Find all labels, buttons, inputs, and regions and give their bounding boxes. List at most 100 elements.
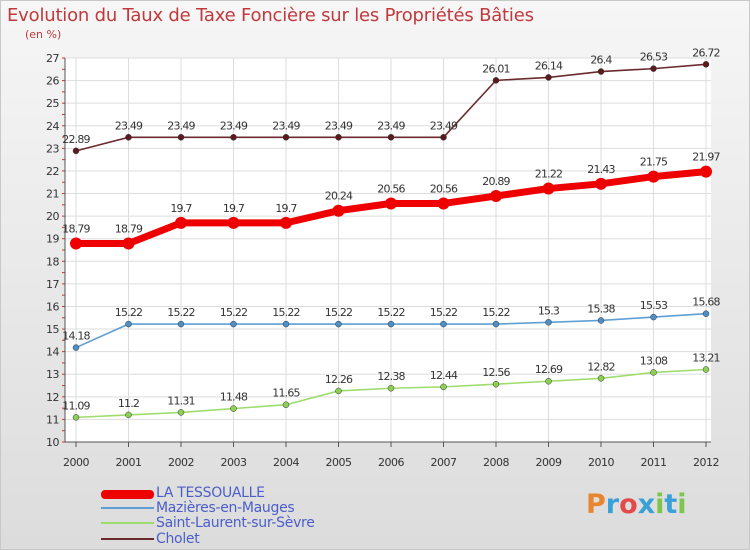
data-label: 15.22	[482, 306, 510, 319]
data-label: 15.22	[167, 306, 195, 319]
data-label: 26.72	[692, 46, 720, 59]
y-tick-label: 22	[46, 165, 59, 178]
data-point	[230, 405, 237, 412]
data-point	[700, 165, 712, 178]
data-label: 15.22	[272, 306, 300, 319]
data-point	[545, 74, 552, 81]
data-label: 13.08	[640, 354, 668, 367]
data-label: 26.14	[535, 59, 563, 72]
data-point	[70, 237, 82, 250]
data-point	[387, 384, 395, 392]
data-point	[440, 134, 447, 141]
data-label: 15.22	[115, 306, 143, 319]
y-tick-label: 10	[46, 436, 59, 449]
data-label: 11.65	[272, 387, 300, 400]
data-label: 12.26	[325, 373, 353, 386]
data-label: 22.89	[62, 133, 90, 146]
x-tick-label: 2006	[378, 456, 404, 469]
data-label: 20.56	[430, 182, 458, 195]
y-tick-label: 11	[46, 413, 59, 426]
legend-swatch-la-tessoualle	[101, 490, 154, 499]
data-label: 23.49	[325, 119, 353, 132]
data-label: 23.49	[272, 119, 300, 132]
y-tick-label: 25	[46, 97, 59, 110]
data-label: 20.56	[377, 182, 405, 195]
data-label: 21.75	[640, 156, 668, 169]
y-tick-label: 21	[46, 188, 59, 201]
legend-label-cholet: Cholet	[156, 531, 200, 547]
data-label: 21.97	[692, 151, 720, 164]
data-point	[125, 411, 132, 419]
data-point	[72, 414, 80, 421]
data-point	[595, 177, 607, 190]
data-label: 11.2	[118, 397, 139, 410]
data-label: 20.24	[325, 190, 353, 203]
data-point	[542, 182, 555, 195]
data-label: 12.56	[482, 366, 510, 379]
data-point	[492, 320, 500, 328]
data-label: 11.09	[62, 399, 90, 412]
data-point	[702, 310, 710, 317]
y-tick-label: 27	[46, 52, 59, 65]
x-tick-label: 2003	[221, 456, 247, 469]
data-point	[545, 377, 552, 385]
data-point	[647, 170, 660, 183]
legend-swatch-cholet	[101, 538, 154, 540]
proxiti-logo: Proxiti	[586, 489, 687, 520]
data-point	[227, 216, 240, 229]
data-point	[125, 320, 132, 328]
data-label: 23.49	[377, 119, 405, 132]
data-point	[387, 134, 395, 141]
y-tick-label: 24	[46, 120, 59, 133]
data-point	[280, 216, 292, 229]
data-label: 23.49	[167, 119, 195, 132]
x-tick-label: 2010	[588, 456, 614, 469]
data-label: 15.22	[377, 306, 405, 319]
x-tick-label: 2012	[693, 456, 719, 469]
data-point	[335, 134, 342, 141]
data-point	[282, 134, 290, 141]
data-label: 23.49	[430, 119, 458, 132]
y-tick-label: 18	[46, 255, 59, 268]
data-point	[597, 375, 605, 382]
data-label: 15.3	[538, 304, 560, 317]
y-tick-label: 26	[46, 75, 59, 88]
x-tick-label: 2002	[168, 456, 194, 469]
data-point	[230, 320, 237, 328]
x-tick-label: 2005	[326, 456, 352, 469]
logo-letter: x	[637, 489, 656, 520]
logo-letter: i	[677, 489, 687, 520]
legend-label-mazieres-en-mauges: Mazières-en-Mauges	[156, 500, 295, 516]
y-tick-label: 23	[46, 142, 59, 155]
data-label: 19.7	[170, 202, 192, 215]
legend-swatch-saint-laurent-sur-sevre	[101, 522, 154, 524]
data-label: 13.21	[692, 351, 720, 364]
data-point	[177, 409, 185, 416]
data-label: 12.82	[587, 360, 615, 373]
logo-letter: r	[605, 489, 620, 520]
data-label: 23.49	[115, 119, 143, 132]
data-label: 15.68	[692, 296, 720, 309]
data-point	[650, 313, 657, 321]
data-point	[490, 190, 502, 203]
x-tick-label: 2007	[431, 456, 457, 469]
data-point	[597, 68, 605, 75]
legend-label-saint-laurent-sur-sevre: Saint-Laurent-sur-Sèvre	[156, 515, 315, 531]
data-label: 11.31	[167, 394, 195, 407]
logo-letter: i	[655, 489, 665, 520]
chart-title: Evolution du Taux de Taxe Foncière sur l…	[7, 5, 534, 26]
data-label: 15.38	[587, 302, 615, 315]
y-tick-label: 20	[46, 210, 59, 223]
data-point	[72, 147, 80, 155]
data-point	[282, 320, 290, 328]
data-label: 20.89	[482, 175, 510, 188]
data-label: 15.22	[325, 306, 353, 319]
y-tick-label: 19	[46, 233, 59, 246]
plot-area	[65, 58, 711, 442]
data-point	[440, 383, 447, 391]
data-point	[437, 197, 450, 210]
legend-swatch-mazieres-en-mauges	[101, 507, 154, 509]
data-point	[650, 65, 657, 72]
data-label: 26.53	[640, 51, 668, 64]
